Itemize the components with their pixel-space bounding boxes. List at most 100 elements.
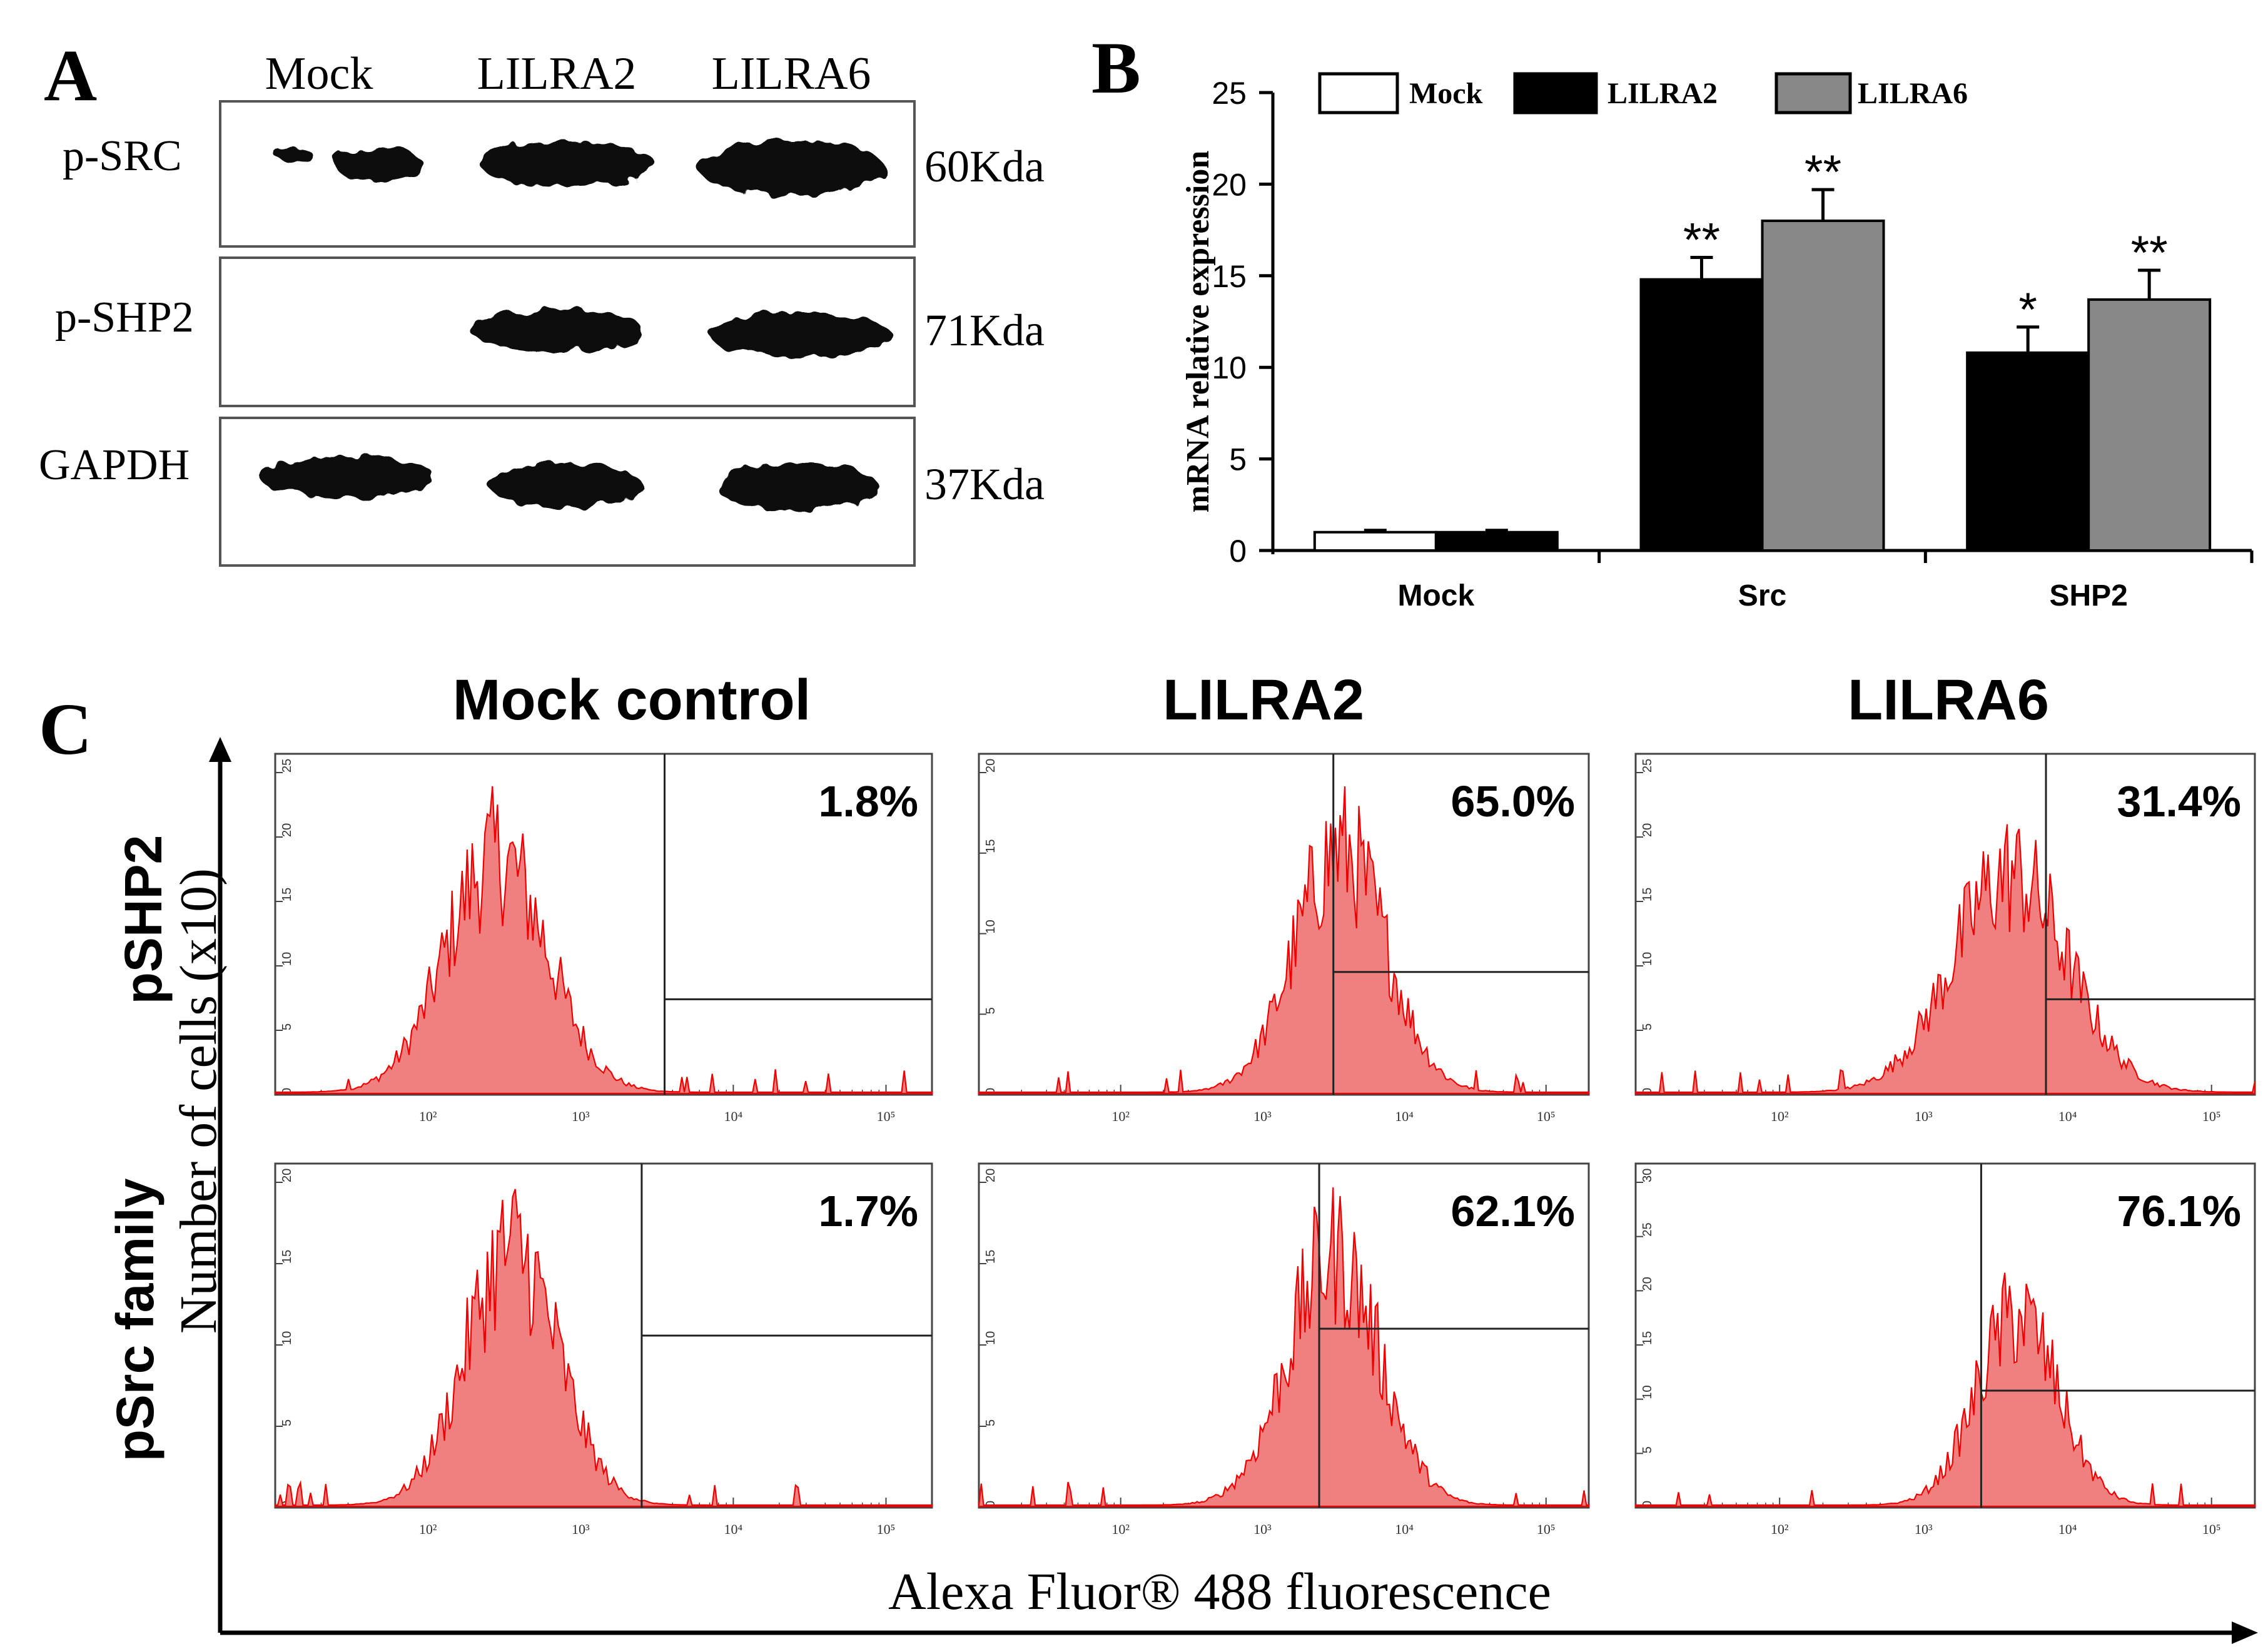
blot-size-gapdh: 37Kda xyxy=(924,459,1045,509)
histogram-pshp2-mock-control-x-tick-label: 10⁵ xyxy=(877,1109,896,1124)
histogram-pshp2-lilra6-x-tick-label: 10³ xyxy=(1915,1109,1933,1124)
histogram-psrc-family-mock-control-y-tick-label: 15 xyxy=(280,1250,294,1264)
bar-y-tick-label: 0 xyxy=(1229,534,1247,569)
histogram-pshp2-mock-control-x-tick-label: 10³ xyxy=(572,1109,590,1124)
histogram-pshp2-lilra2-x-tick-label: 10³ xyxy=(1253,1109,1272,1124)
column-title-lilra6: LILRA6 xyxy=(1848,668,2049,732)
histogram-pshp2-lilra6-x-tick-label: 10² xyxy=(1771,1109,1789,1124)
bar-shp2-lilra2-significance: * xyxy=(2018,283,2037,337)
band-gapdh-lilra6 xyxy=(716,463,879,510)
panel-c-letter: C xyxy=(39,688,92,770)
histogram-psrc-family-lilra2-x-tick-label: 10² xyxy=(1111,1521,1130,1537)
bar-category-label: Src xyxy=(1738,579,1786,612)
histogram-psrc-family-lilra6-y-tick-label: 5 xyxy=(1641,1446,1654,1453)
histogram-psrc-family-mock-control-y-tick-label: 10 xyxy=(280,1331,294,1345)
histogram-pshp2-lilra2-x-tick-label: 10⁵ xyxy=(1537,1109,1556,1124)
histogram-pshp2-lilra6-y-tick-label: 15 xyxy=(1641,888,1654,901)
histogram-pshp2-lilra6-x-tick-label: 10⁴ xyxy=(2058,1109,2077,1124)
histogram-pshp2-lilra2-x-tick-label: 10⁴ xyxy=(1395,1109,1414,1124)
x-axis-arrowhead xyxy=(2232,1621,2258,1644)
histogram-pshp2-lilra6-x-tick-label: 10⁵ xyxy=(2202,1109,2221,1124)
histogram-pshp2-mock-control-y-tick-label: 0 xyxy=(280,1088,294,1095)
histogram-pshp2-mock-control: 0 5 10 15 20 25 10² 10³ 10⁴ 10⁵ 1.8% xyxy=(274,753,933,1124)
row-label-psrc-family: pSrc family xyxy=(106,1178,165,1461)
band-psrc-mock-a xyxy=(275,148,313,163)
blot-size-pshp2: 71Kda xyxy=(924,305,1045,355)
bar-src-lilra6-significance: ** xyxy=(1805,146,1841,199)
histogram-pshp2-mock-control-y-tick-label: 5 xyxy=(280,1023,294,1030)
histogram-pshp2-mock-control-y-tick-label: 15 xyxy=(280,888,294,901)
panel-b-letter: B xyxy=(1091,27,1141,109)
band-gapdh-lilra2 xyxy=(490,463,642,508)
band-psrc-lilra2 xyxy=(480,141,656,186)
histogram-psrc-family-lilra2-distribution xyxy=(978,1187,1590,1508)
histogram-pshp2-mock-control-frame xyxy=(274,753,933,1096)
histogram-pshp2-lilra6-y-tick-label: 25 xyxy=(1641,759,1654,773)
histogram-psrc-family-lilra2-y-tick-label: 10 xyxy=(984,1331,998,1345)
histogram-pshp2-lilra2-y-tick-label: 15 xyxy=(984,840,998,853)
bar-src-lilra2 xyxy=(1639,278,1764,552)
legend-label-mock: Mock xyxy=(1409,77,1483,110)
histogram-pshp2-lilra2-y-tick-label: 10 xyxy=(984,920,998,933)
legend-label-lilra6: LILRA6 xyxy=(1858,77,1968,110)
histogram-psrc-family-lilra2-y-tick-label: 15 xyxy=(984,1250,998,1264)
bar-src-lilra2-significance: ** xyxy=(1683,214,1720,267)
y-axis-arrowhead xyxy=(209,737,231,762)
blot-bands xyxy=(260,140,891,510)
bar-y-tick-label: 25 xyxy=(1212,76,1247,111)
histogram-psrc-family-mock-control-x-tick-label: 10³ xyxy=(572,1521,590,1537)
x-axis-label-fluorescence: Alexa Fluor® 488 fluorescence xyxy=(888,1563,1551,1621)
histogram-psrc-family-lilra6-percent: 76.1% xyxy=(2117,1187,2241,1235)
bar-mock-lilra2 xyxy=(1434,530,1559,552)
bar-y-tick-label: 10 xyxy=(1212,350,1247,385)
histogram-pshp2-lilra6: 0 5 10 15 20 25 10² 10³ 10⁴ 10⁵ 31.4% xyxy=(1634,753,2256,1124)
histogram-psrc-family-mock-control-x-tick-label: 10⁵ xyxy=(877,1521,896,1537)
histogram-pshp2-lilra2-percent: 65.0% xyxy=(1451,777,1575,826)
bar-src-lilra6 xyxy=(1761,219,1885,552)
histogram-pshp2-lilra6-percent: 31.4% xyxy=(2117,777,2241,826)
bar-shp2-lilra2 xyxy=(1966,351,2090,552)
histogram-pshp2-mock-control-y-tick-label: 10 xyxy=(280,952,294,966)
histogram-pshp2-lilra6-y-tick-label: 10 xyxy=(1641,952,1654,966)
histogram-psrc-family-mock-control-distribution xyxy=(274,1189,933,1508)
bar-category-label: SHP2 xyxy=(2049,579,2127,612)
histogram-pshp2-lilra6-y-tick-label: 0 xyxy=(1641,1088,1654,1095)
histogram-pshp2-mock-control-percent: 1.8% xyxy=(818,777,918,826)
histogram-psrc-family-lilra2: 0 5 10 15 20 10² 10³ 10⁴ 10⁵ 62.1% xyxy=(978,1162,1590,1537)
row-label-pshp2: pSHP2 xyxy=(114,835,173,1005)
lane-label-lilra2: LILRA2 xyxy=(477,48,637,99)
panel-b-bar-chart: B Mock LILRA2 LILRA6 mRNA relative expre… xyxy=(1091,27,2254,612)
lane-label-lilra6: LILRA6 xyxy=(712,48,871,99)
histogram-psrc-family-lilra6-x-tick-label: 10³ xyxy=(1915,1521,1933,1537)
histogram-psrc-family-lilra6-x-tick-label: 10² xyxy=(1771,1521,1789,1537)
histogram-psrc-family-mock-control-percent: 1.7% xyxy=(818,1187,918,1235)
histogram-psrc-family-lilra6-x-tick-label: 10⁵ xyxy=(2202,1521,2221,1537)
legend-swatch-lilra2 xyxy=(1513,72,1598,114)
histogram-psrc-family-lilra2-y-tick-label: 0 xyxy=(984,1501,998,1508)
column-title-mock-control: Mock control xyxy=(453,668,811,732)
column-title-lilra2: LILRA2 xyxy=(1163,668,1364,732)
histogram-pshp2-lilra2: 0 5 10 15 20 10² 10³ 10⁴ 10⁵ 65.0% xyxy=(978,753,1590,1124)
band-psrc-mock-b xyxy=(335,146,422,181)
bar-mock-mock xyxy=(1313,530,1437,552)
bar-y-tick-label: 5 xyxy=(1229,442,1247,477)
histogram-pshp2-mock-control-x-tick-label: 10² xyxy=(419,1109,437,1124)
histogram-psrc-family-lilra6-y-tick-label: 30 xyxy=(1641,1169,1654,1182)
histogram-psrc-family-lilra6-y-tick-label: 10 xyxy=(1641,1385,1654,1399)
band-psrc-lilra6 xyxy=(699,140,884,195)
histogram-pshp2-mock-control-y-tick-label: 20 xyxy=(280,823,294,837)
histogram-psrc-family-mock-control-y-tick-label: 5 xyxy=(280,1419,294,1426)
bar-category-label: Mock xyxy=(1397,579,1474,612)
histogram-psrc-family-lilra6: 0 5 10 15 20 25 30 10² 10³ 10⁴ 10⁵ 76.1% xyxy=(1634,1162,2256,1537)
histogram-pshp2-lilra2-x-tick-label: 10² xyxy=(1111,1109,1130,1124)
lane-label-mock: Mock xyxy=(265,48,373,99)
histogram-psrc-family-lilra2-y-tick-label: 20 xyxy=(984,1169,998,1182)
histogram-psrc-family-lilra2-percent: 62.1% xyxy=(1451,1187,1575,1235)
panel-c-flow-cytometry: C Mock control LILRA2 LILRA6 pSHP2 pSrc … xyxy=(39,668,2258,1644)
histogram-psrc-family-lilra6-y-tick-label: 0 xyxy=(1641,1501,1654,1508)
histogram-pshp2-lilra2-distribution xyxy=(978,786,1590,1095)
blot-label-gapdh: GAPDH xyxy=(39,441,190,489)
histogram-psrc-family-lilra6-frame xyxy=(1634,1162,2256,1509)
histogram-psrc-family-mock-control-y-tick-label: 20 xyxy=(280,1169,294,1182)
